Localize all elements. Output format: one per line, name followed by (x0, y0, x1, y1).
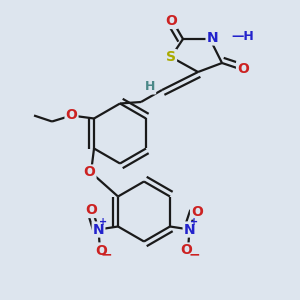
Text: N: N (207, 31, 218, 44)
Text: +: + (99, 217, 107, 227)
Text: O: O (85, 203, 97, 217)
Text: N: N (93, 223, 104, 236)
Text: H: H (145, 80, 155, 94)
Text: O: O (84, 166, 95, 179)
Text: −: − (189, 247, 200, 261)
Text: S: S (166, 50, 176, 64)
Text: −: − (101, 247, 112, 261)
Text: O: O (191, 205, 203, 218)
Text: O: O (237, 62, 249, 76)
Text: N: N (184, 223, 195, 236)
Text: —H: —H (231, 30, 254, 43)
Text: O: O (96, 244, 107, 257)
Text: O: O (66, 109, 77, 122)
Text: O: O (165, 14, 177, 28)
Text: O: O (181, 244, 192, 257)
Text: +: + (190, 217, 198, 227)
